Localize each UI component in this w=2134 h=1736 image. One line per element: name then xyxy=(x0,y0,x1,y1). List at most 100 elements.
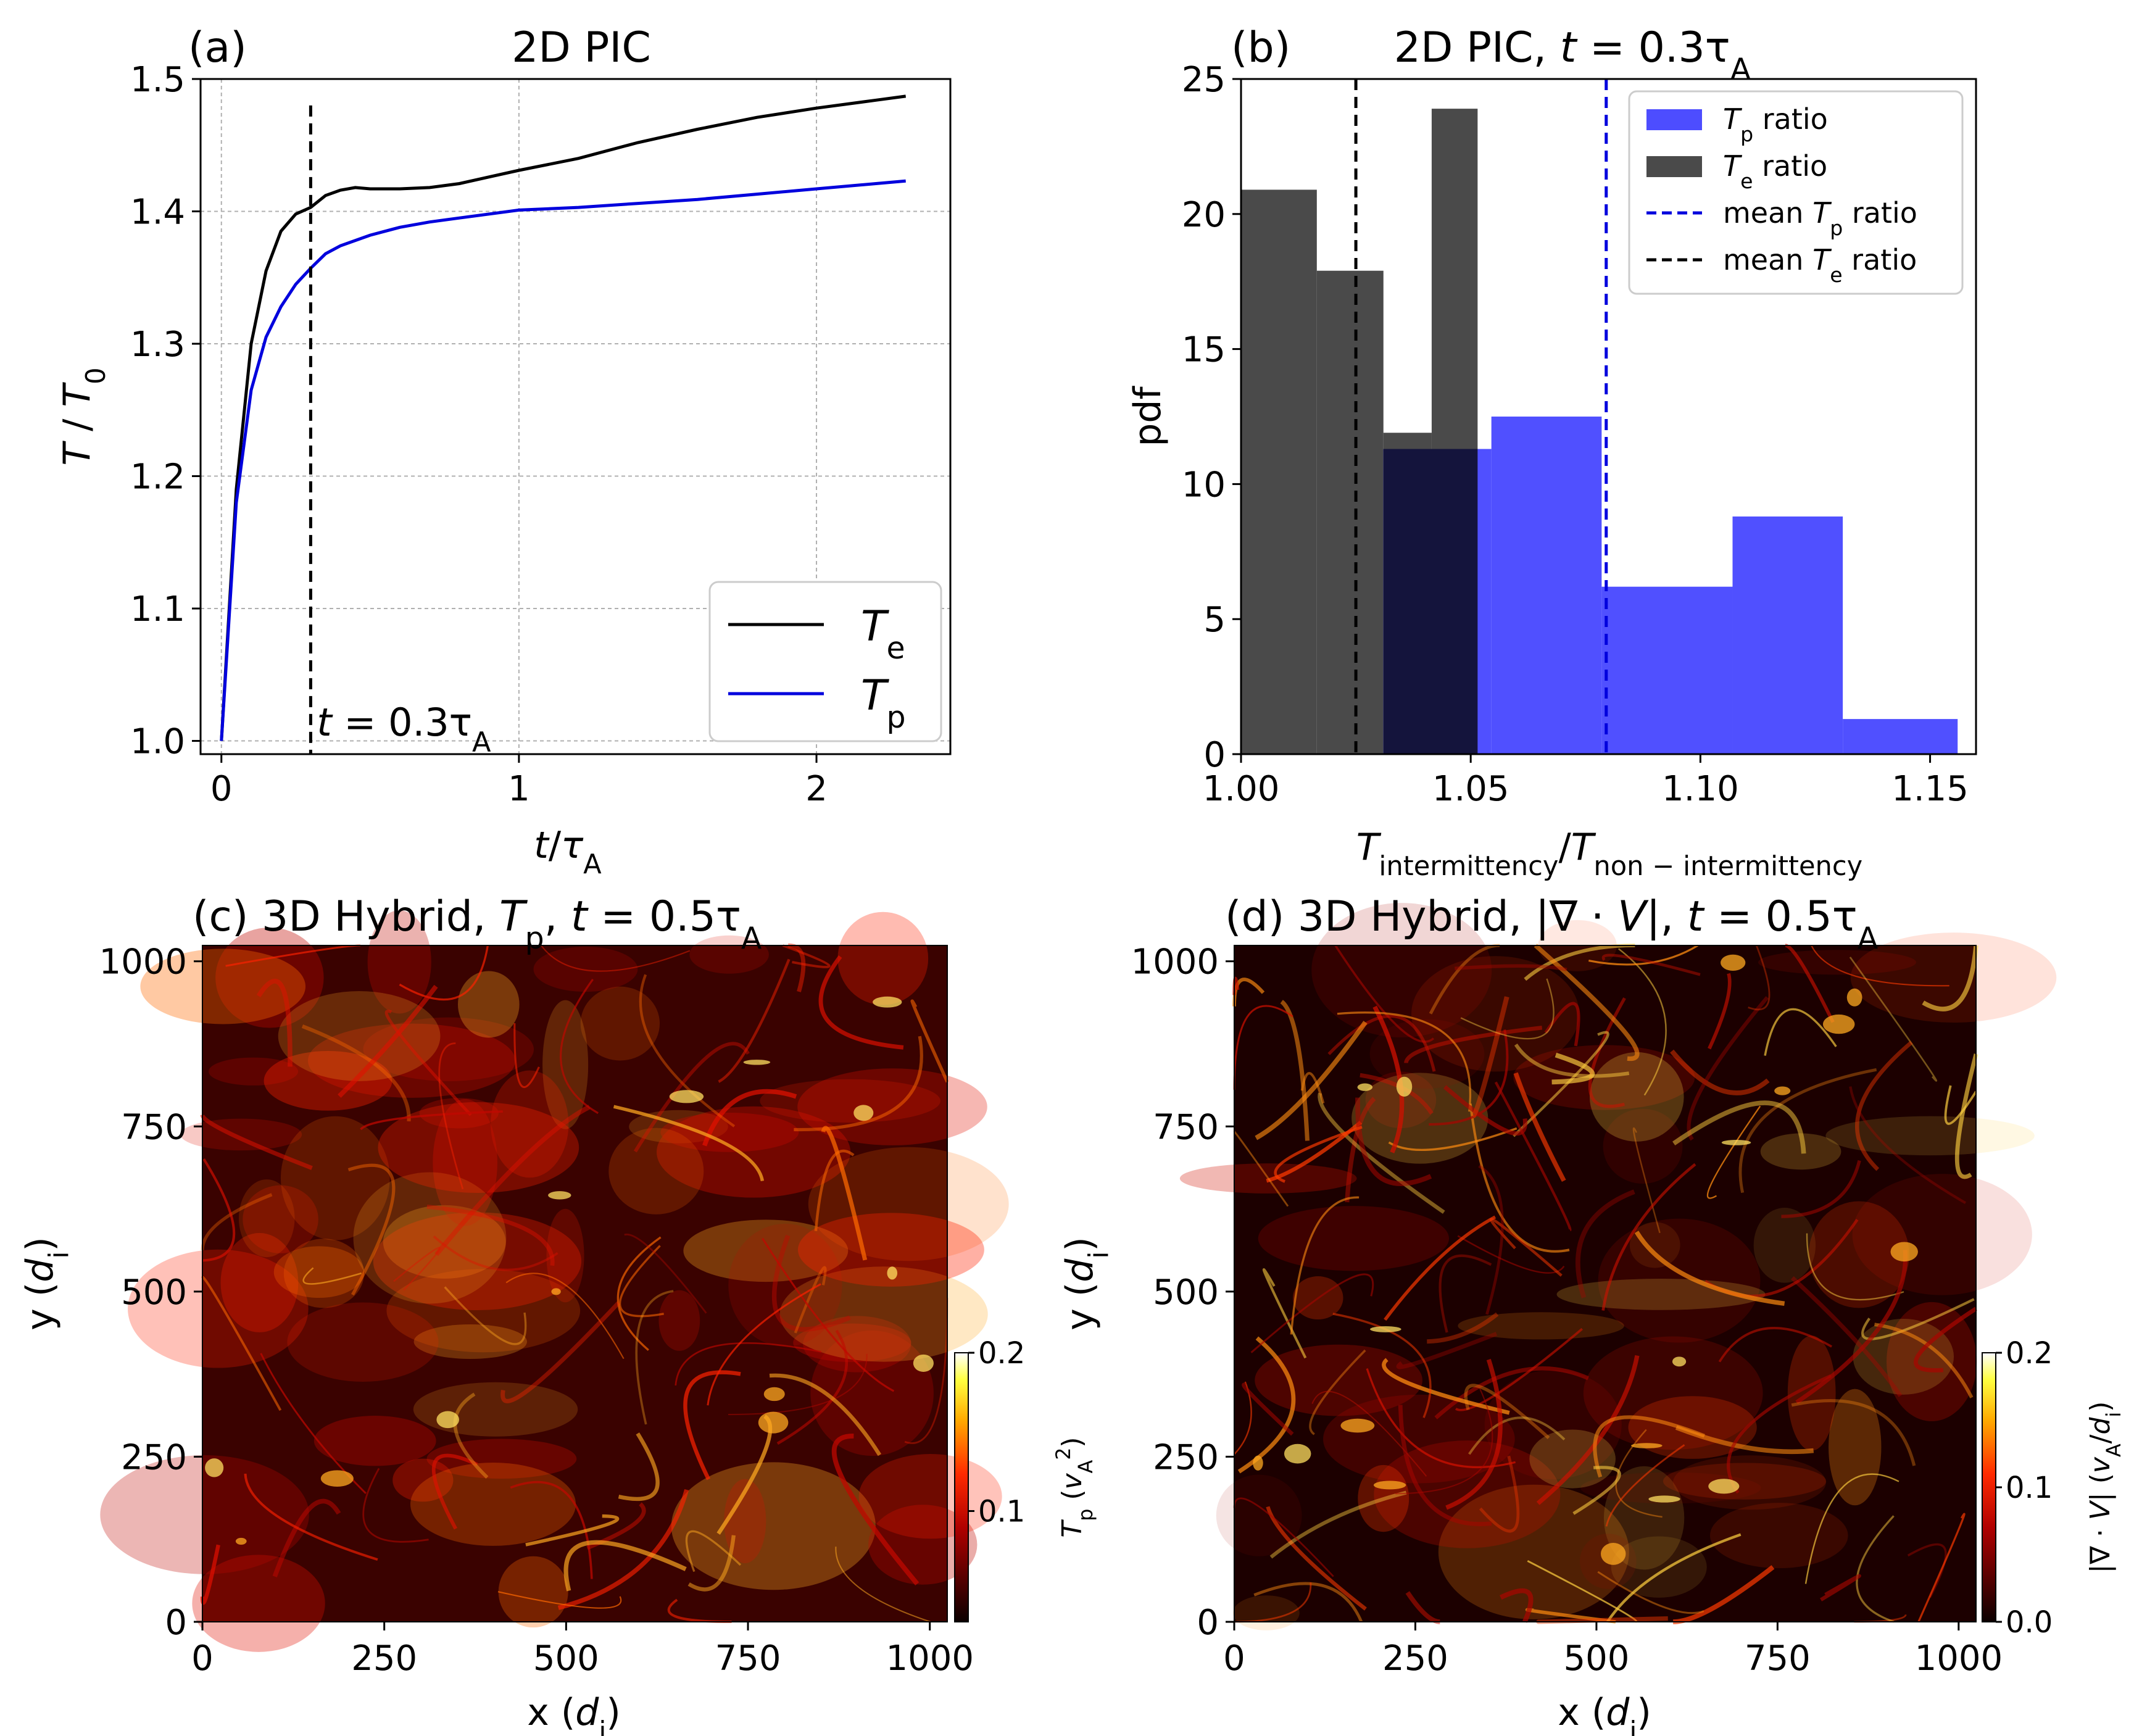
y-tick-label: 0 xyxy=(1203,735,1226,775)
heatmap-blob xyxy=(1886,1302,1977,1421)
colorbar-tick-label: 0.1 xyxy=(978,1494,1025,1529)
heatmap-filament xyxy=(1429,944,1500,1015)
heatmap-blob xyxy=(1829,1389,1882,1506)
heatmap-hotspot xyxy=(1253,1455,1263,1471)
heatmap-filament xyxy=(444,1286,527,1345)
bar-tp xyxy=(1491,417,1602,754)
heatmap-filament xyxy=(505,1273,625,1360)
heatmap-filament xyxy=(1856,1515,1895,1623)
heatmap-blob xyxy=(1709,1503,1848,1569)
heatmap-blob xyxy=(657,1106,851,1198)
heatmap-blob xyxy=(378,1102,579,1194)
heatmap-filament xyxy=(618,1432,660,1501)
heatmap-blob xyxy=(383,1205,506,1279)
y-tick-label: 500 xyxy=(121,1273,187,1313)
legend-label: mean Te ratio xyxy=(1723,243,1917,287)
heatmap-filament xyxy=(831,1434,920,1585)
heatmap-filament xyxy=(1439,1254,1492,1333)
heatmap-filament xyxy=(1811,945,1949,987)
heatmap-filament xyxy=(818,955,904,1050)
heatmap-hotspot xyxy=(1822,1014,1855,1034)
heatmap-filament xyxy=(1917,1513,1966,1622)
heatmap-filament xyxy=(1672,1565,1775,1624)
heatmap-filament xyxy=(835,1547,931,1622)
heatmap-blob xyxy=(238,1179,295,1258)
chart-title: (d) 3D Hybrid, |∇ · V|, t = 0.5τA xyxy=(1225,892,1879,956)
heatmap-hotspot xyxy=(1708,1479,1740,1494)
heatmap-filament xyxy=(433,1236,558,1271)
heatmap-filament xyxy=(1804,1473,1899,1584)
heatmap-filament xyxy=(453,1392,489,1479)
y-tick-label: 1.2 xyxy=(130,457,185,497)
heatmap-blob xyxy=(386,1269,581,1353)
y-axis-label: y (di) xyxy=(19,1237,75,1331)
heatmap-filament xyxy=(393,1247,441,1291)
heatmap-filament xyxy=(1922,945,1978,1011)
heatmap-hotspot xyxy=(763,1387,785,1402)
heatmap-filament xyxy=(814,1149,855,1231)
y-tick-label: 15 xyxy=(1182,330,1226,370)
heatmap-filament xyxy=(1874,1323,1974,1398)
series-line-p xyxy=(220,179,906,741)
legend-label-p: Tp xyxy=(861,671,906,735)
heatmap-blob xyxy=(810,1330,934,1456)
heatmap-filament xyxy=(1820,1574,1861,1601)
heatmap-filament xyxy=(1455,964,1567,971)
heatmap-filament xyxy=(200,1114,313,1170)
bar-te xyxy=(1241,189,1317,754)
legend-label: Tp ratio xyxy=(1723,102,1828,146)
bar-tp xyxy=(1843,719,1958,754)
heatmap-blob xyxy=(1598,1218,1761,1343)
y-tick-label: 1000 xyxy=(1131,942,1219,982)
heatmap-hotspot xyxy=(235,1537,247,1545)
y-tick-label: 10 xyxy=(1182,465,1226,505)
axes-frame xyxy=(1240,78,1977,755)
heatmap-blob xyxy=(1458,1312,1624,1340)
heatmap-filament xyxy=(1634,1231,1785,1306)
x-tick-label: 0 xyxy=(1223,1638,1245,1679)
heatmap-blob xyxy=(413,1382,578,1437)
heatmap-filament xyxy=(1785,944,1835,1023)
heatmap-hotspot xyxy=(551,1288,561,1295)
heatmap-filament xyxy=(1795,1250,1908,1405)
x-tick-label: 1.10 xyxy=(1662,769,1739,809)
heatmap-filament xyxy=(624,1233,707,1314)
heatmap-blob xyxy=(1629,1222,1680,1268)
y-axis-label: pdf xyxy=(1126,385,1169,446)
colorbar-tick-label: 0.0 xyxy=(2006,1605,2053,1640)
y-tick-label: 1.1 xyxy=(130,589,185,629)
heatmap-filament xyxy=(360,1110,503,1131)
heatmap-hotspot xyxy=(1373,1481,1406,1490)
heatmap-filament xyxy=(557,1489,689,1610)
heatmap-hotspot xyxy=(1370,1326,1401,1332)
heatmap-blob xyxy=(433,1098,497,1226)
x-tick-label: 2 xyxy=(805,769,828,809)
heatmap-blob xyxy=(100,1455,309,1574)
heatmap-filament xyxy=(1849,1086,1967,1205)
legend-label: mean Tp ratio xyxy=(1723,196,1917,240)
heatmap-blob xyxy=(1323,1394,1515,1484)
heatmap-filament xyxy=(1382,1358,1510,1415)
x-tick-label: 1.05 xyxy=(1432,769,1509,809)
heatmap-filament xyxy=(1615,1429,1663,1518)
heatmap-blob xyxy=(658,1290,700,1351)
heatmap-filament xyxy=(1605,1444,1685,1527)
heatmap-filament xyxy=(675,1342,822,1386)
heatmap-hotspot xyxy=(1672,1356,1687,1367)
heatmap-blob xyxy=(140,949,306,1024)
legend-label: Te ratio xyxy=(1723,149,1827,193)
x-tick-label: 250 xyxy=(351,1638,417,1679)
heatmap-filament xyxy=(618,1245,664,1318)
heatmap-filament xyxy=(541,945,691,972)
heatmap-blob xyxy=(1216,1474,1302,1556)
heatmap-hotspot xyxy=(1721,1140,1751,1145)
heatmap-filament xyxy=(434,1105,591,1256)
heatmap-filament xyxy=(1632,1127,1661,1234)
y-axis-label: T / T0 xyxy=(56,367,112,465)
y-tick-label: 750 xyxy=(121,1107,187,1147)
heatmap-background xyxy=(202,945,947,1622)
heatmap-blob xyxy=(1603,1108,1683,1184)
colorbar-tick-label: 0.2 xyxy=(2006,1336,2053,1371)
heatmap-hotspot xyxy=(1600,1543,1626,1565)
heatmap-filament xyxy=(1597,1571,1704,1614)
